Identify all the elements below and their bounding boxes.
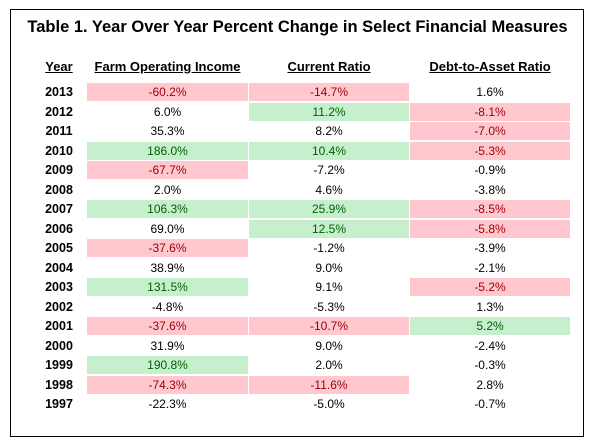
farm-operating-income-cell: 6.0% [153, 105, 182, 119]
farm-operating-income-cell: 186.0% [87, 142, 248, 160]
current-ratio-cell: -14.7% [249, 83, 409, 101]
header-farm-operating-income: Farm Operating Income [94, 59, 241, 74]
farm-operating-income-cell: -67.7% [87, 161, 248, 179]
table-row: 1997 -22.3% -5.0% -0.7% [0, 395, 595, 413]
debt-to-asset-ratio-cell: -5.8% [410, 220, 570, 238]
debt-to-asset-ratio-cell: -2.4% [474, 339, 506, 353]
farm-operating-income-cell: 69.0% [150, 222, 185, 236]
current-ratio-cell: -1.2% [313, 241, 345, 255]
table-row: 2009 -67.7% -7.2% -0.9% [0, 161, 595, 179]
table-row: 2005 -37.6% -1.2% -3.9% [0, 239, 595, 257]
year-cell: 2005 [45, 241, 73, 255]
debt-to-asset-ratio-cell: -3.8% [474, 183, 506, 197]
current-ratio-cell: 12.5% [249, 220, 409, 238]
year-cell: 2000 [45, 339, 73, 353]
farm-operating-income-cell: 31.9% [150, 339, 185, 353]
header-debt-to-asset-ratio: Debt-to-Asset Ratio [429, 59, 551, 74]
debt-to-asset-ratio-cell: -0.3% [474, 358, 506, 372]
year-cell: 2008 [45, 183, 73, 197]
farm-operating-income-cell: -60.2% [87, 83, 248, 101]
debt-to-asset-ratio-cell: -0.9% [474, 163, 506, 177]
current-ratio-cell: 25.9% [249, 200, 409, 218]
header-year: Year [45, 59, 73, 74]
year-cell: 2009 [45, 163, 73, 177]
farm-operating-income-cell: 35.3% [150, 124, 185, 138]
current-ratio-cell: -11.6% [249, 376, 409, 394]
farm-operating-income-cell: -37.6% [87, 239, 248, 257]
debt-to-asset-ratio-cell: 2.8% [476, 378, 504, 392]
header-current-ratio: Current Ratio [287, 59, 371, 74]
year-cell: 1997 [45, 397, 73, 411]
table-row: 2013 -60.2% -14.7% 1.6% [0, 83, 595, 101]
year-cell: 1999 [45, 358, 73, 372]
farm-operating-income-cell: 106.3% [87, 200, 248, 218]
farm-operating-income-cell: -37.6% [87, 317, 248, 335]
debt-to-asset-ratio-cell: 1.3% [476, 300, 504, 314]
debt-to-asset-ratio-cell: 1.6% [476, 85, 504, 99]
current-ratio-cell: 10.4% [249, 142, 409, 160]
debt-to-asset-ratio-cell: -5.3% [410, 142, 570, 160]
farm-operating-income-cell: -4.8% [151, 300, 184, 314]
table-row: 2001 -37.6% -10.7% 5.2% [0, 317, 595, 335]
current-ratio-cell: -5.3% [313, 300, 345, 314]
table-row: 2007 106.3% 25.9% -8.5% [0, 200, 595, 218]
year-cell: 2013 [45, 85, 73, 99]
year-cell: 2010 [45, 144, 73, 158]
table-title: Table 1. Year Over Year Percent Change i… [27, 18, 568, 36]
debt-to-asset-ratio-cell: -0.7% [474, 397, 506, 411]
table-row: 1998 -74.3% -11.6% 2.8% [0, 376, 595, 394]
debt-to-asset-ratio-cell: -7.0% [410, 122, 570, 140]
table-row: 2008 2.0% 4.6% -3.8% [0, 181, 595, 199]
farm-operating-income-cell: 131.5% [87, 278, 248, 296]
debt-to-asset-ratio-cell: -5.2% [410, 278, 570, 296]
year-cell: 2002 [45, 300, 73, 314]
current-ratio-cell: 11.2% [249, 103, 409, 121]
table-row: 2002 -4.8% -5.3% 1.3% [0, 298, 595, 316]
farm-operating-income-cell: 38.9% [150, 261, 185, 275]
debt-to-asset-ratio-cell: -8.1% [410, 103, 570, 121]
current-ratio-cell: -7.2% [313, 163, 345, 177]
farm-operating-income-cell: 2.0% [153, 183, 182, 197]
current-ratio-cell: 8.2% [315, 124, 343, 138]
table-frame [10, 9, 584, 437]
year-cell: 2007 [45, 202, 73, 216]
year-cell: 2001 [45, 319, 73, 333]
farm-operating-income-cell: -74.3% [87, 376, 248, 394]
year-cell: 2004 [45, 261, 73, 275]
farm-operating-income-cell: -22.3% [148, 397, 187, 411]
table-row: 1999 190.8% 2.0% -0.3% [0, 356, 595, 374]
current-ratio-cell: 2.0% [315, 358, 343, 372]
table-row: 2000 31.9% 9.0% -2.4% [0, 337, 595, 355]
debt-to-asset-ratio-cell: -8.5% [410, 200, 570, 218]
current-ratio-cell: 9.0% [315, 261, 343, 275]
year-cell: 2006 [45, 222, 73, 236]
current-ratio-cell: -10.7% [249, 317, 409, 335]
table-row: 2003 131.5% 9.1% -5.2% [0, 278, 595, 296]
table-row: 2010 186.0% 10.4% -5.3% [0, 142, 595, 160]
table-row: 2012 6.0% 11.2% -8.1% [0, 103, 595, 121]
table-row: 2006 69.0% 12.5% -5.8% [0, 220, 595, 238]
current-ratio-cell: 4.6% [315, 183, 343, 197]
current-ratio-cell: 9.0% [315, 339, 343, 353]
year-cell: 2003 [45, 280, 73, 294]
table-row: 2011 35.3% 8.2% -7.0% [0, 122, 595, 140]
debt-to-asset-ratio-cell: -3.9% [474, 241, 506, 255]
table-row: 2004 38.9% 9.0% -2.1% [0, 259, 595, 277]
current-ratio-cell: -5.0% [313, 397, 345, 411]
farm-operating-income-cell: 190.8% [87, 356, 248, 374]
current-ratio-cell: 9.1% [315, 280, 343, 294]
year-cell: 2012 [45, 105, 73, 119]
debt-to-asset-ratio-cell: -2.1% [474, 261, 506, 275]
debt-to-asset-ratio-cell: 5.2% [410, 317, 570, 335]
year-cell: 1998 [45, 378, 73, 392]
year-cell: 2011 [45, 124, 73, 138]
